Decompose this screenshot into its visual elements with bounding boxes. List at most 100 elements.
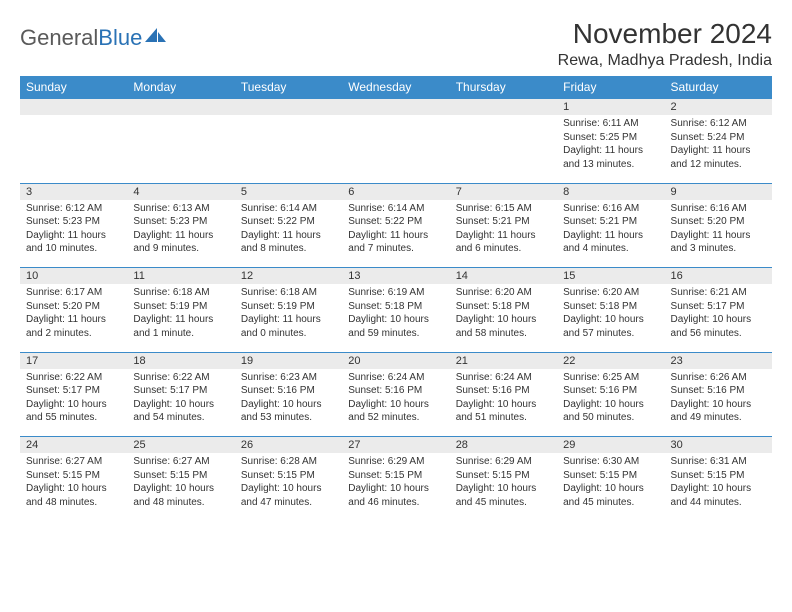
logo-text-1: General [20,25,98,51]
day-number-cell: 15 [557,268,664,285]
sunrise-text: Sunrise: 6:28 AM [241,455,336,469]
sunrise-text: Sunrise: 6:18 AM [241,286,336,300]
day-content-cell: Sunrise: 6:14 AMSunset: 5:22 PMDaylight:… [235,200,342,268]
day-number-cell: 3 [20,183,127,200]
day-number-cell: 11 [127,268,234,285]
day-content-cell: Sunrise: 6:20 AMSunset: 5:18 PMDaylight:… [450,284,557,352]
day-number-cell: 5 [235,183,342,200]
sunrise-text: Sunrise: 6:22 AM [133,371,228,385]
day-number-cell: 8 [557,183,664,200]
day-number-cell: 10 [20,268,127,285]
sunrise-text: Sunrise: 6:14 AM [348,202,443,216]
sunrise-text: Sunrise: 6:21 AM [671,286,766,300]
sunrise-text: Sunrise: 6:29 AM [348,455,443,469]
day-number-cell [342,99,449,116]
daylight-text: Daylight: 11 hours and 7 minutes. [348,229,443,256]
daylight-text: Daylight: 11 hours and 3 minutes. [671,229,766,256]
sunset-text: Sunset: 5:17 PM [26,384,121,398]
day-content-cell: Sunrise: 6:29 AMSunset: 5:15 PMDaylight:… [342,453,449,521]
day-content-cell: Sunrise: 6:26 AMSunset: 5:16 PMDaylight:… [665,369,772,437]
day-content-cell: Sunrise: 6:12 AMSunset: 5:23 PMDaylight:… [20,200,127,268]
day-number-cell: 7 [450,183,557,200]
sunset-text: Sunset: 5:23 PM [26,215,121,229]
day-number-cell: 24 [20,437,127,454]
day-number-row: 24252627282930 [20,437,772,454]
sunset-text: Sunset: 5:16 PM [671,384,766,398]
day-number-row: 10111213141516 [20,268,772,285]
sunrise-text: Sunrise: 6:24 AM [348,371,443,385]
daylight-text: Daylight: 10 hours and 51 minutes. [456,398,551,425]
daylight-text: Daylight: 10 hours and 48 minutes. [133,482,228,509]
sunrise-text: Sunrise: 6:12 AM [26,202,121,216]
sunset-text: Sunset: 5:18 PM [348,300,443,314]
sunset-text: Sunset: 5:15 PM [671,469,766,483]
day-number-cell: 28 [450,437,557,454]
day-content-cell: Sunrise: 6:25 AMSunset: 5:16 PMDaylight:… [557,369,664,437]
daylight-text: Daylight: 10 hours and 56 minutes. [671,313,766,340]
day-content-cell: Sunrise: 6:27 AMSunset: 5:15 PMDaylight:… [127,453,234,521]
weekday-header: Friday [557,76,664,99]
day-number-row: 17181920212223 [20,352,772,369]
day-content-cell: Sunrise: 6:14 AMSunset: 5:22 PMDaylight:… [342,200,449,268]
day-content-row: Sunrise: 6:11 AMSunset: 5:25 PMDaylight:… [20,115,772,183]
daylight-text: Daylight: 10 hours and 45 minutes. [563,482,658,509]
day-content-cell: Sunrise: 6:27 AMSunset: 5:15 PMDaylight:… [20,453,127,521]
sunrise-text: Sunrise: 6:31 AM [671,455,766,469]
sunrise-text: Sunrise: 6:17 AM [26,286,121,300]
location: Rewa, Madhya Pradesh, India [558,52,772,70]
day-number-cell: 1 [557,99,664,116]
day-number-cell: 13 [342,268,449,285]
day-number-cell: 27 [342,437,449,454]
daylight-text: Daylight: 11 hours and 8 minutes. [241,229,336,256]
day-number-cell: 21 [450,352,557,369]
daylight-text: Daylight: 10 hours and 58 minutes. [456,313,551,340]
sunrise-text: Sunrise: 6:26 AM [671,371,766,385]
sunset-text: Sunset: 5:19 PM [241,300,336,314]
sunset-text: Sunset: 5:20 PM [26,300,121,314]
daylight-text: Daylight: 11 hours and 12 minutes. [671,144,766,171]
day-content-cell: Sunrise: 6:12 AMSunset: 5:24 PMDaylight:… [665,115,772,183]
sunrise-text: Sunrise: 6:23 AM [241,371,336,385]
day-content-row: Sunrise: 6:17 AMSunset: 5:20 PMDaylight:… [20,284,772,352]
daylight-text: Daylight: 11 hours and 13 minutes. [563,144,658,171]
calendar-body: 12Sunrise: 6:11 AMSunset: 5:25 PMDayligh… [20,99,772,522]
daylight-text: Daylight: 10 hours and 48 minutes. [26,482,121,509]
day-content-cell: Sunrise: 6:19 AMSunset: 5:18 PMDaylight:… [342,284,449,352]
day-content-cell [235,115,342,183]
day-number-cell [127,99,234,116]
daylight-text: Daylight: 10 hours and 59 minutes. [348,313,443,340]
month-title: November 2024 [558,18,772,50]
sunrise-text: Sunrise: 6:18 AM [133,286,228,300]
sunrise-text: Sunrise: 6:19 AM [348,286,443,300]
sunrise-text: Sunrise: 6:29 AM [456,455,551,469]
daylight-text: Daylight: 10 hours and 45 minutes. [456,482,551,509]
day-content-cell: Sunrise: 6:23 AMSunset: 5:16 PMDaylight:… [235,369,342,437]
daylight-text: Daylight: 10 hours and 57 minutes. [563,313,658,340]
sunset-text: Sunset: 5:25 PM [563,131,658,145]
sunset-text: Sunset: 5:15 PM [563,469,658,483]
sunset-text: Sunset: 5:16 PM [241,384,336,398]
sunrise-text: Sunrise: 6:25 AM [563,371,658,385]
daylight-text: Daylight: 10 hours and 53 minutes. [241,398,336,425]
day-content-cell: Sunrise: 6:29 AMSunset: 5:15 PMDaylight:… [450,453,557,521]
daylight-text: Daylight: 11 hours and 2 minutes. [26,313,121,340]
sunrise-text: Sunrise: 6:20 AM [563,286,658,300]
logo-text-2: Blue [98,25,142,51]
day-number-cell: 19 [235,352,342,369]
sunrise-text: Sunrise: 6:20 AM [456,286,551,300]
day-content-cell: Sunrise: 6:20 AMSunset: 5:18 PMDaylight:… [557,284,664,352]
sunrise-text: Sunrise: 6:14 AM [241,202,336,216]
day-number-cell: 18 [127,352,234,369]
sunrise-text: Sunrise: 6:15 AM [456,202,551,216]
sunrise-text: Sunrise: 6:27 AM [26,455,121,469]
daylight-text: Daylight: 11 hours and 9 minutes. [133,229,228,256]
day-content-cell: Sunrise: 6:18 AMSunset: 5:19 PMDaylight:… [235,284,342,352]
sunrise-text: Sunrise: 6:27 AM [133,455,228,469]
header: GeneralBlue November 2024 Rewa, Madhya P… [20,18,772,70]
weekday-header: Thursday [450,76,557,99]
sunset-text: Sunset: 5:15 PM [241,469,336,483]
sunset-text: Sunset: 5:24 PM [671,131,766,145]
daylight-text: Daylight: 10 hours and 54 minutes. [133,398,228,425]
daylight-text: Daylight: 10 hours and 55 minutes. [26,398,121,425]
daylight-text: Daylight: 11 hours and 6 minutes. [456,229,551,256]
